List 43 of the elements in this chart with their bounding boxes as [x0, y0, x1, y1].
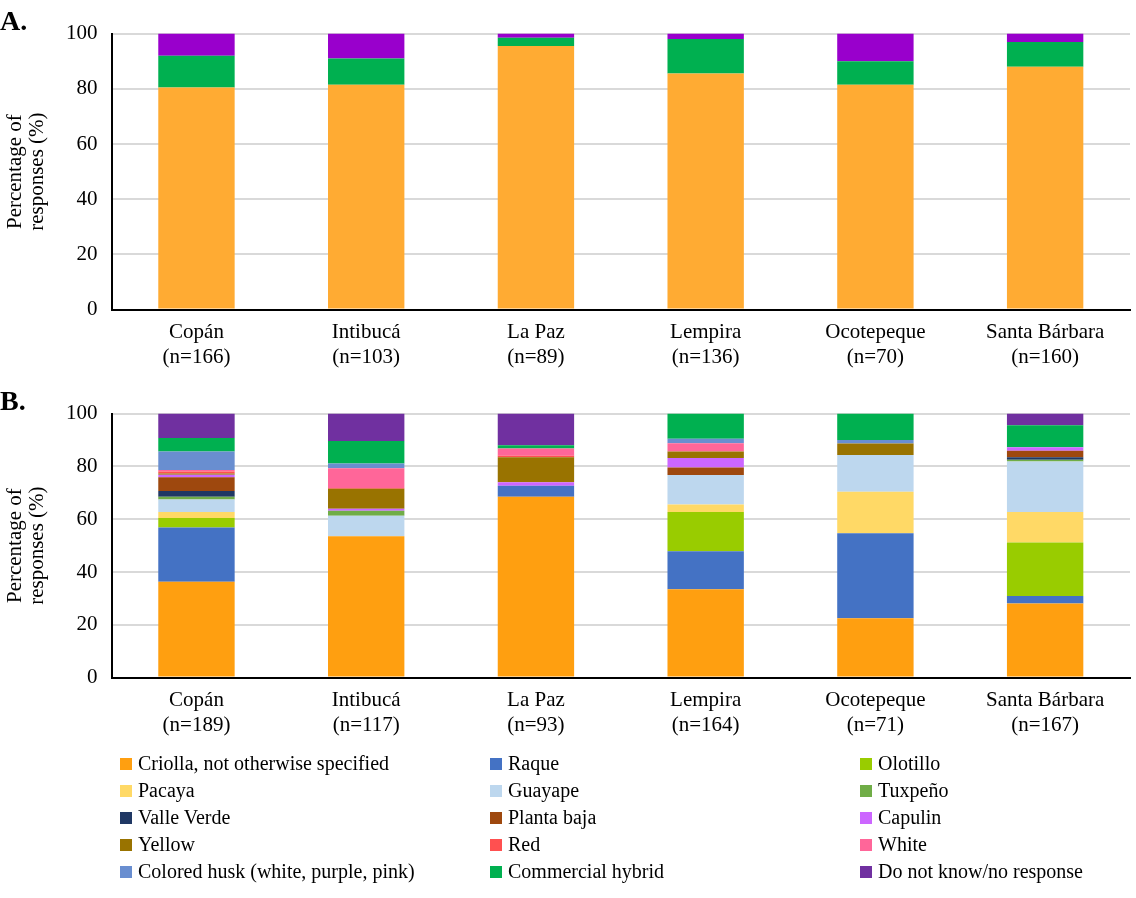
y-tick-label: 0: [87, 664, 98, 689]
x-tick-label: La Paz (n=89): [507, 318, 565, 368]
chart-title: B.: [0, 385, 26, 417]
y-tick-label: 60: [76, 130, 98, 155]
legend-label: Tuxpeño: [878, 778, 949, 804]
x-tick-label: Lempira (n=136): [670, 318, 742, 368]
legend-label: Criolla, not otherwise specified: [138, 751, 390, 777]
legend-label: Do not know/no response: [878, 859, 1083, 885]
y-tick-label: 20: [76, 240, 98, 265]
y-tick-label: 80: [76, 452, 98, 477]
legend-label: Capulin: [878, 805, 942, 831]
x-tick-label: Santa Bárbara (n=167): [985, 686, 1105, 736]
x-tick-label: Santa Bárbara (n=160): [985, 318, 1105, 368]
legend-label: Planta baja: [508, 805, 597, 831]
x-tick-label: La Paz (n=93): [507, 686, 565, 736]
y-axis-title: Percentage of responses (%): [1, 112, 48, 231]
chart-title: A.: [0, 5, 28, 37]
x-tick-label: Ocotepeque (n=70): [825, 318, 926, 368]
y-tick-label: 100: [66, 400, 98, 425]
y-tick-label: 20: [76, 611, 98, 636]
y-axis-title: Percentage of responses (%): [1, 486, 48, 605]
legend-label: Commercial hybrid: [508, 859, 665, 885]
y-tick-label: 40: [76, 185, 98, 210]
x-tick-label: Ocotepeque (n=71): [825, 686, 926, 736]
legend-label: Colored husk (white, purple, pink): [138, 859, 415, 885]
x-tick-label: Intibucá (n=117): [331, 686, 402, 736]
x-tick-label: Intibucá (n=103): [331, 318, 402, 368]
y-tick-label: 0: [87, 296, 98, 321]
legend-label: Pacaya: [138, 778, 195, 804]
y-tick-label: 40: [76, 558, 98, 583]
y-tick-label: 100: [66, 20, 98, 45]
legend-label: Olotillo: [878, 751, 941, 776]
x-tick-label: Copán (n=166): [162, 318, 231, 368]
y-tick-label: 80: [76, 75, 98, 100]
legend-label: Red: [508, 832, 541, 857]
legend-label: Valle Verde: [138, 805, 231, 830]
y-tick-label: 60: [76, 505, 98, 530]
x-tick-label: Copán (n=189): [162, 686, 231, 736]
legend-label: Yellow: [138, 832, 195, 857]
legend-label: White: [878, 832, 927, 857]
legend-label: Raque: [508, 751, 560, 777]
legend-label: Guayape: [508, 778, 580, 804]
x-tick-label: Lempira (n=164): [670, 686, 742, 736]
